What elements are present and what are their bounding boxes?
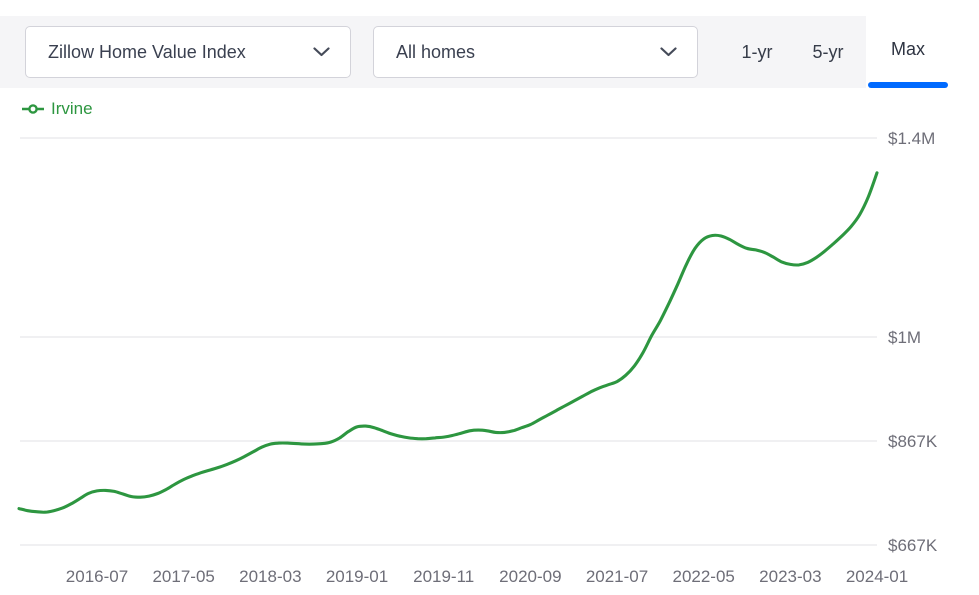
x-axis-tick-label: 2024-01 <box>846 567 908 586</box>
chevron-down-icon <box>313 47 330 57</box>
y-axis-tick-label: $1M <box>888 328 921 347</box>
range-button-5yr[interactable]: 5-yr <box>794 16 862 88</box>
range-button-max[interactable]: Max <box>866 16 979 88</box>
x-axis-tick-label: 2022-05 <box>672 567 734 586</box>
toolbar: Zillow Home Value Index All homes 1-yr 5… <box>0 16 979 88</box>
y-axis-tick-label: $667K <box>888 536 938 555</box>
x-axis-tick-label: 2016-07 <box>66 567 128 586</box>
legend-line-marker-icon <box>22 104 44 114</box>
x-axis-tick-label: 2019-11 <box>413 567 474 586</box>
y-axis-tick-label: $867K <box>888 432 938 451</box>
x-axis-tick-label: 2017-05 <box>152 567 214 586</box>
y-axis-tick-label: $1.4M <box>888 129 935 148</box>
home-type-dropdown[interactable]: All homes <box>373 26 698 78</box>
x-axis-tick-label: 2019-01 <box>326 567 388 586</box>
x-axis-tick-label: 2021-07 <box>586 567 648 586</box>
x-axis-tick-label: 2020-09 <box>499 567 561 586</box>
range-button-1yr[interactable]: 1-yr <box>723 16 791 88</box>
series-line-irvine <box>17 171 879 514</box>
legend-item-irvine[interactable]: Irvine <box>22 99 93 119</box>
range-button-max-label: Max <box>890 38 925 59</box>
home-type-dropdown-value: All homes <box>396 41 476 62</box>
chevron-down-icon <box>660 47 677 57</box>
x-axis-tick-label: 2023-03 <box>759 567 821 586</box>
legend-label: Irvine <box>51 99 93 118</box>
metric-dropdown-value: Zillow Home Value Index <box>48 41 246 62</box>
x-axis-tick-label: 2018-03 <box>239 567 301 586</box>
metric-dropdown[interactable]: Zillow Home Value Index <box>25 26 351 78</box>
active-range-indicator <box>868 82 948 88</box>
